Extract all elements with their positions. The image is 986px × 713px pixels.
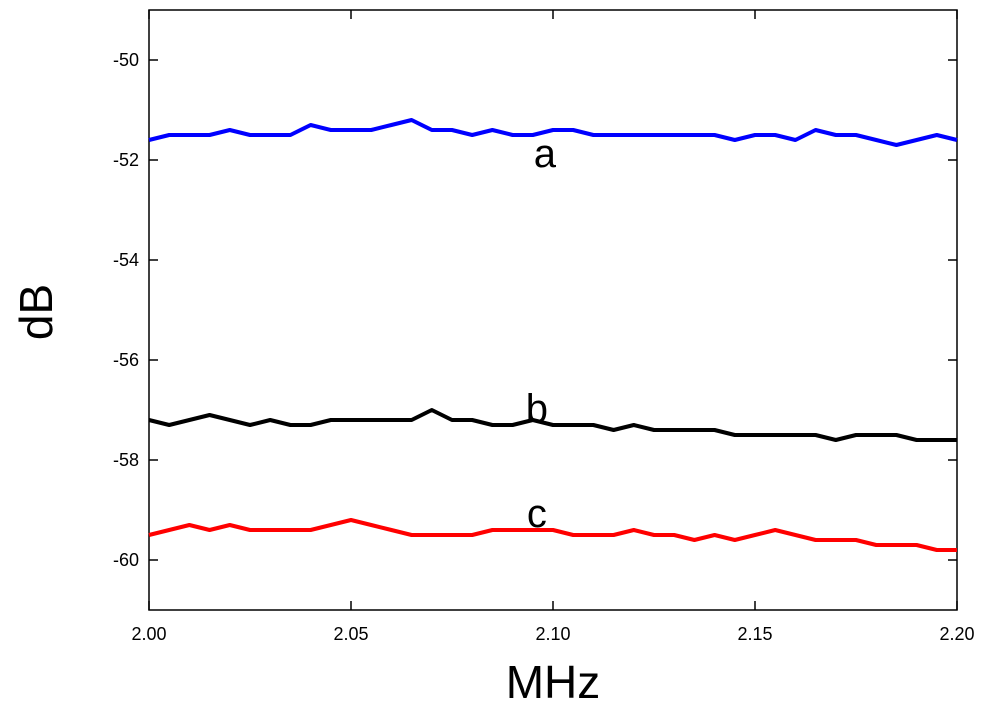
y-tick-label: -60: [113, 550, 139, 570]
x-axis: 2.00 2.05 2.10 2.15 2.20: [131, 10, 975, 644]
series-layer: a b c: [148, 118, 958, 552]
y-tick-label: -56: [113, 350, 139, 370]
series-line-b: [148, 408, 957, 442]
y-tick-label: -52: [113, 150, 139, 170]
series-line-a: [148, 118, 958, 147]
y-tick-label: -54: [113, 250, 139, 270]
x-tick-label: 2.00: [131, 624, 166, 644]
x-tick-label: 2.10: [535, 624, 570, 644]
x-axis-title: MHz: [506, 656, 601, 708]
x-tick-label: 2.15: [737, 624, 772, 644]
y-axis-title: dB: [10, 284, 62, 340]
series-label-a: a: [534, 132, 557, 176]
y-tick-label: -50: [113, 50, 139, 70]
plot-frame: [148, 9, 958, 611]
y-tick-label: -58: [113, 450, 139, 470]
series-label-c: c: [527, 492, 547, 536]
y-axis: -50 -52 -54 -56 -58 -60: [113, 50, 957, 570]
series-line-c: [148, 518, 957, 552]
series-label-b: b: [526, 387, 548, 431]
x-tick-label: 2.20: [939, 624, 974, 644]
x-tick-label: 2.05: [333, 624, 368, 644]
